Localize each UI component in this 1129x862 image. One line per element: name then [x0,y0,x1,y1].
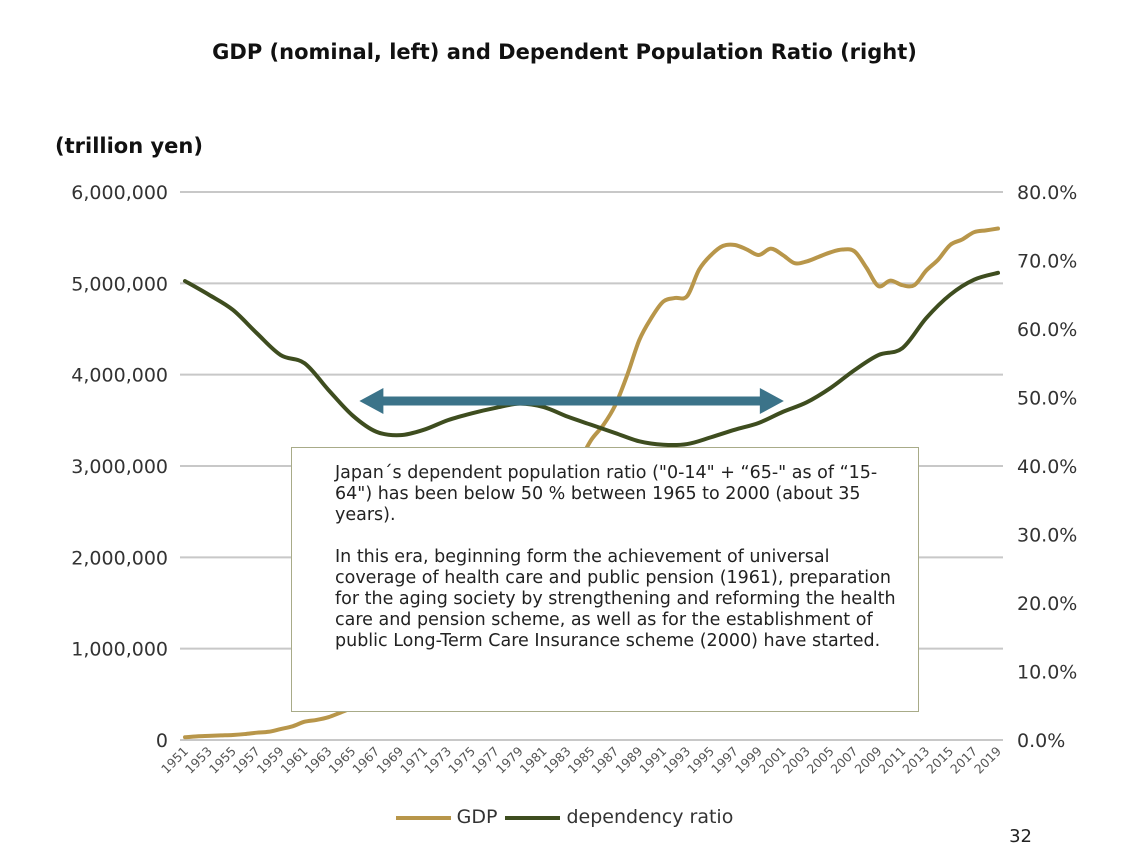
x-tick-label: 2017 [947,744,980,777]
x-tick-label: 1975 [445,744,478,777]
x-tick-label: 1991 [636,744,669,777]
page-number: 32 [1009,826,1032,847]
arrow-head-right [759,388,784,414]
series-line-gdp [183,226,1000,740]
y2-tick-label: 10.0% [1017,662,1077,684]
x-tick-label: 1967 [349,744,382,777]
y2-tick-label: 80.0% [1017,182,1077,204]
legend-item-gdp: GDP [395,806,498,828]
y2-tick-label: 30.0% [1017,525,1077,547]
y2-tick-label: 50.0% [1017,388,1077,410]
x-tick-label: 1953 [182,744,215,777]
legend-label-gdp: GDP [456,806,498,828]
y2-tick-label: 60.0% [1017,319,1077,341]
annotation-paragraph-1: Japan´s dependent population ratio ("0-1… [335,463,878,525]
x-tick-label: 2003 [780,744,813,777]
chart-title: GDP (nominal, left) and Dependent Popula… [212,40,917,64]
x-tick-label: 2005 [804,744,837,777]
x-tick-label: 1997 [708,744,741,777]
annotation-textbox: Japan´s dependent population ratio ("0-1… [291,447,919,712]
annotation-paragraph-2: In this era, beginning form the achievem… [335,547,896,651]
x-tick-label: 2001 [756,744,789,777]
legend-swatch-gdp [395,815,451,820]
y2-tick-label: 0.0% [1017,730,1065,752]
y-tick-label: 3,000,000 [71,456,168,478]
x-tick-label: 1957 [230,744,263,777]
legend-label-dependency: dependency ratio [566,806,734,828]
x-tick-label: 1993 [660,744,693,777]
x-tick-label: 1965 [325,744,358,777]
x-tick-label: 1955 [206,744,239,777]
x-tick-label: 2015 [923,744,956,777]
y-axis-label: (trillion yen) [55,134,203,158]
x-tick-label: 1963 [301,744,334,777]
legend: GDP dependency ratio [0,806,1129,828]
x-tick-label: 1985 [565,744,598,777]
x-tick-label: 2013 [899,744,932,777]
x-tick-label: 2019 [971,743,1004,776]
y2-tick-label: 20.0% [1017,593,1077,615]
x-tick-label: 1971 [397,744,430,777]
x-tick-label: 2007 [828,744,861,777]
arrow-head-left [359,388,384,414]
series-line-dependency-ratio [183,270,1000,448]
x-tick-label: 1987 [588,744,621,777]
x-tick-label: 2011 [875,744,908,777]
y2-tick-label: 70.0% [1017,251,1077,273]
x-tick-label: 1977 [469,744,502,777]
legend-swatch-dependency [505,815,561,820]
x-tick-label: 1995 [684,744,717,777]
legend-item-dependency: dependency ratio [505,806,733,828]
y-tick-label: 0 [156,730,168,752]
x-tick-label: 1973 [421,744,454,777]
y-tick-label: 6,000,000 [71,182,168,204]
y2-tick-label: 40.0% [1017,456,1077,478]
y-tick-label: 1,000,000 [71,639,168,661]
x-tick-label: 1983 [541,744,574,777]
y-tick-label: 4,000,000 [71,365,168,387]
x-tick-label: 1981 [517,744,550,777]
x-tick-label: 1961 [278,744,311,777]
y-tick-label: 5,000,000 [71,273,168,295]
y-tick-label: 2,000,000 [71,547,168,569]
